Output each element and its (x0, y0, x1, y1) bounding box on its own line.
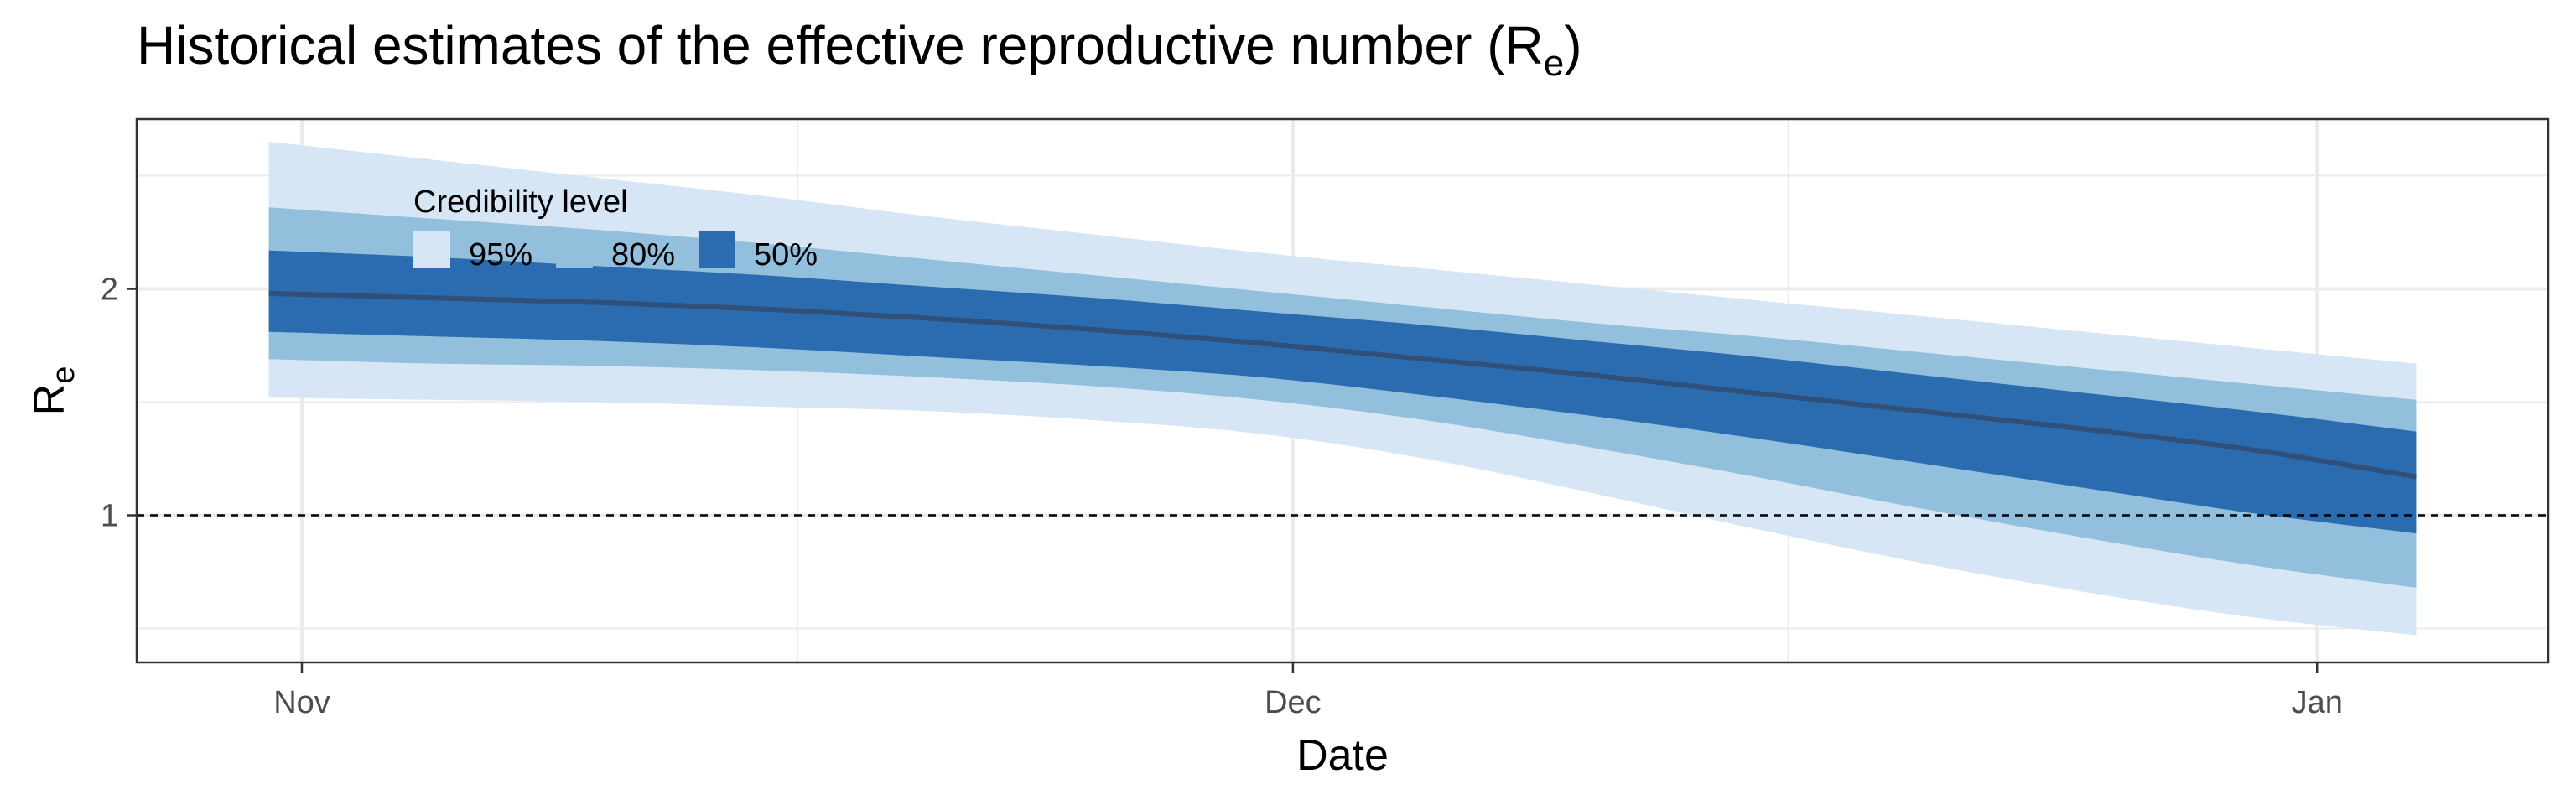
legend-label-95pct: 95% (469, 237, 532, 273)
legend-label-80pct: 80% (611, 237, 675, 273)
line-layer (137, 290, 2548, 517)
x-tick-label: Dec (1265, 685, 1322, 720)
legend-key-95pct (413, 231, 450, 268)
axis-layer: 1 2 Nov Dec Jan (101, 273, 2343, 721)
x-axis-title: Date (1296, 731, 1389, 780)
band-layer (268, 142, 2417, 636)
legend-key-50pct (699, 231, 735, 268)
y-tick-label: 1 (101, 499, 118, 534)
band-50pct (268, 250, 2417, 534)
legend-label-50pct: 50% (754, 237, 818, 273)
y-tick-label: 2 (101, 273, 118, 308)
chart-title: Historical estimates of the effective re… (137, 15, 1582, 84)
legend-entries: 95% 80% 50% (413, 231, 818, 273)
x-tick-label: Jan (2292, 685, 2343, 720)
legend-key-80pct (556, 231, 593, 268)
y-axis-title: Re (25, 366, 81, 416)
x-tick-label: Nov (273, 685, 330, 720)
median-line (268, 290, 2417, 480)
panel-border (135, 117, 2550, 664)
legend-title: Credibility level (413, 184, 628, 220)
legend: Credibility level 95% 80% 50% (413, 184, 818, 273)
